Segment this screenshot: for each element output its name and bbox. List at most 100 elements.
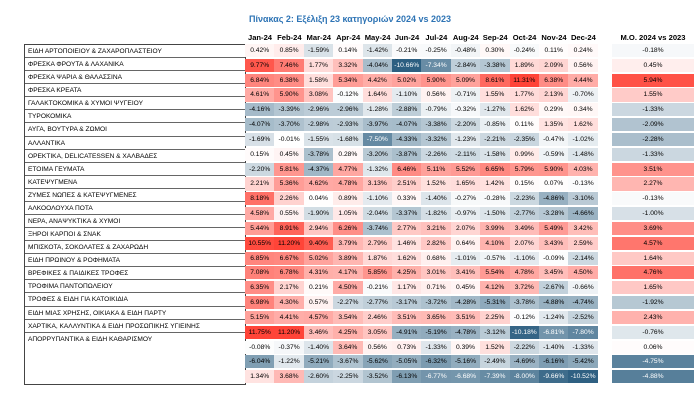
heatmap-cell: 0.89% xyxy=(333,192,363,206)
heatmap-cell: 5.54% xyxy=(480,266,510,280)
heatmap-cell: 2.46% xyxy=(362,310,392,324)
heatmap-cell: -1.40% xyxy=(539,340,569,354)
heatmap-cell: 4.77% xyxy=(333,162,363,176)
heatmap-cell: -2.25% xyxy=(333,370,363,384)
heatmap-cell: -2.84% xyxy=(450,58,481,72)
heatmap-cell: -0.08% xyxy=(245,340,275,354)
month-header: Sep-24 xyxy=(482,33,508,42)
heatmap-cell: 0.42% xyxy=(245,44,275,58)
heatmap-cell: 4.78% xyxy=(509,266,539,280)
heatmap-cell: -4.07% xyxy=(392,118,422,132)
heatmap-cell: 5.15% xyxy=(245,310,275,324)
heatmap-cell: 1.64% xyxy=(362,88,392,102)
heatmap-cell: 0.45% xyxy=(450,281,481,295)
heatmap-cell: 4.57% xyxy=(303,310,334,324)
heatmap-cell: 6.85% xyxy=(245,251,275,265)
heatmap-cell: 5.90% xyxy=(421,73,451,87)
average-cell: -1.00% xyxy=(612,207,694,221)
heatmap-cell: -5.16% xyxy=(450,355,481,369)
heatmap-cell: 5.49% xyxy=(539,221,569,235)
category-name: ΦΡΕΣΚΑ ΚΡΕΑΤΑ xyxy=(25,84,245,98)
heatmap-cell: 3.49% xyxy=(509,221,539,235)
category-name: ΤΥΡΟΚΟΜΙΚΑ xyxy=(25,110,245,124)
heatmap-cell: -0.09% xyxy=(539,251,569,265)
heatmap-cell: 0.57% xyxy=(303,296,334,310)
heatmap-cell: 4.17% xyxy=(333,266,363,280)
heatmap-cell: -1.22% xyxy=(274,355,304,369)
heatmap-cell: -3.72% xyxy=(421,296,451,310)
heatmap-cell: -5.62% xyxy=(362,355,392,369)
heatmap-cell: 4.50% xyxy=(568,266,598,280)
month-header: Feb-24 xyxy=(277,33,302,42)
heatmap-cell: 4.78% xyxy=(333,177,363,191)
heatmap-cell: -2.67% xyxy=(539,281,569,295)
heatmap-cell: -4.69% xyxy=(509,355,539,369)
heatmap-cell: -5.21% xyxy=(303,355,334,369)
heatmap-cell: -2.21% xyxy=(480,132,510,147)
heatmap-cell: 5.90% xyxy=(539,162,569,176)
category-name: ΒΡΕΦΙΚΕΣ & ΠΑΙΔΙΚΕΣ ΤΡΟΦΕΣ xyxy=(25,267,245,281)
heatmap-cell: 6.38% xyxy=(539,73,569,87)
heatmap-cell: -3.39% xyxy=(274,103,304,117)
heatmap-cell: 6.35% xyxy=(245,281,275,295)
heatmap-cell: 3.79% xyxy=(333,236,363,250)
heatmap-cell: -4.04% xyxy=(362,58,392,72)
month-header: Dec-24 xyxy=(570,33,596,42)
heatmap-cell: -0.21% xyxy=(392,44,422,58)
heatmap-cell: -0.66% xyxy=(568,281,598,295)
heatmap-cell: 2.07% xyxy=(450,221,481,235)
heatmap-cell: -1.28% xyxy=(362,103,392,117)
heatmap-cell: 0.45% xyxy=(274,147,304,161)
heatmap-cell: -0.48% xyxy=(450,44,481,58)
heatmap-cell: -2.11% xyxy=(450,147,481,161)
heatmap-cell: -2.93% xyxy=(333,118,363,132)
category-name: ΓΑΛΑΚΤΟΚΟΜΙΚΑ & ΧΥΜΟΙ ΨΥΓΕΙΟΥ xyxy=(25,97,245,111)
category-name: ΑΥΓΑ, ΒΟΥΤΥΡΑ & ΖΩΜΟΙ xyxy=(25,123,245,137)
heatmap-cell: 3.64% xyxy=(333,340,363,354)
heatmap-cell: -0.71% xyxy=(450,88,481,102)
heatmap-cell: 0.30% xyxy=(480,44,510,58)
heatmap-cell: -2.88% xyxy=(392,103,422,117)
heatmap-cell: 11.20% xyxy=(274,325,304,339)
heatmap-cell: -1.48% xyxy=(568,147,598,161)
month-header: Jun-24 xyxy=(394,33,420,42)
heatmap-cell: 1.77% xyxy=(303,58,334,72)
heatmap-cell: -1.50% xyxy=(480,207,510,221)
heatmap-cell: 3.51% xyxy=(450,310,481,324)
heatmap-cell: -2.49% xyxy=(480,355,510,369)
heatmap-cell: 2.94% xyxy=(303,221,334,235)
heatmap-cell: 0.24% xyxy=(568,44,598,58)
heatmap-cell: 4.25% xyxy=(392,266,422,280)
heatmap-cell: 1.05% xyxy=(333,207,363,221)
category-name-column: ΕΙΔΗ ΑΡΤΟΠΟΙΕΙΟΥ & ΖΑΧΑΡΟΠΛΑΣΤΕΙΟΥ ΦΡΕΣΚΑ… xyxy=(24,44,246,385)
average-cell: -1.33% xyxy=(612,103,694,117)
heatmap-cell: 1.62% xyxy=(509,103,539,117)
heatmap-cell: 6.38% xyxy=(274,73,304,87)
heatmap-cell: -3.38% xyxy=(480,58,510,72)
heatmap-cell: 1.52% xyxy=(421,177,451,191)
heatmap-cell: -6.32% xyxy=(421,355,451,369)
heatmap-cell: 2.07% xyxy=(509,236,539,250)
heatmap-cell: -0.28% xyxy=(480,192,510,206)
heatmap-cell: 6.84% xyxy=(245,73,275,87)
heatmap-cell: -1.82% xyxy=(421,207,451,221)
heatmap-cell: -4.86% xyxy=(539,192,569,206)
heatmap-cell: -2.60% xyxy=(303,370,334,384)
heatmap-cell: 0.73% xyxy=(392,340,422,354)
heatmap-cell: 3.68% xyxy=(274,370,304,384)
heatmap-cell: 4.50% xyxy=(333,281,363,295)
heatmap-cell: 4.03% xyxy=(568,162,598,176)
heatmap-cell: 5.36% xyxy=(274,177,304,191)
heatmap-cell: 0.99% xyxy=(509,147,539,161)
heatmap-cell: -0.25% xyxy=(421,44,451,58)
heatmap-cell: 4.31% xyxy=(303,266,334,280)
heatmap-cell: -3.97% xyxy=(362,118,392,132)
heatmap-cell: -1.42% xyxy=(362,44,392,58)
heatmap-cell: 2.13% xyxy=(539,88,569,102)
heatmap-cell: 1.34% xyxy=(245,370,275,384)
heatmap-cell: -1.23% xyxy=(450,132,481,147)
heatmap-cell: 2.82% xyxy=(421,236,451,250)
heatmap-cell: -6.81% xyxy=(539,325,569,339)
heatmap-cell: -2.26% xyxy=(421,147,451,161)
heatmap-cell: -0.97% xyxy=(450,207,481,221)
